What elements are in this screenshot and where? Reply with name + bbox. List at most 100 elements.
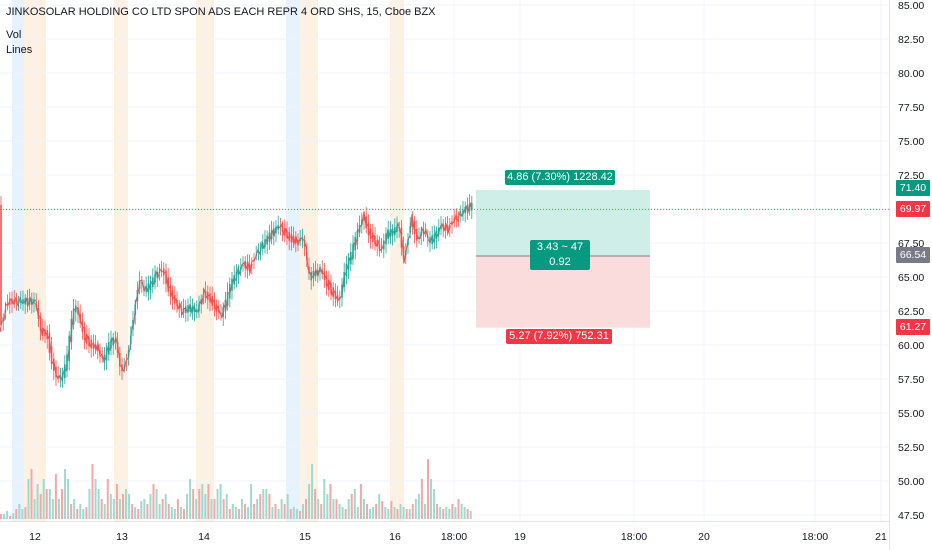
candle-body <box>17 301 20 303</box>
volume-bar <box>88 489 91 519</box>
volume-bar <box>64 469 67 519</box>
candle-body <box>61 373 64 379</box>
candle-body <box>336 295 339 302</box>
session-shading <box>286 0 300 521</box>
candle-body <box>268 232 271 242</box>
volume-bar <box>201 484 204 519</box>
volume-bar <box>27 479 30 519</box>
candle-body <box>363 217 365 221</box>
candle-body <box>275 226 277 234</box>
candle-body <box>31 298 33 305</box>
y-tick-label: 55.00 <box>898 408 924 420</box>
volume-bar <box>15 509 18 519</box>
candle-body <box>182 308 185 313</box>
candle-body <box>429 237 431 243</box>
volume-bar <box>231 504 234 519</box>
volume-indicator-label[interactable]: Vol <box>6 29 22 41</box>
volume-bar <box>326 494 329 519</box>
candle-body <box>11 298 13 305</box>
candle-body <box>149 280 152 290</box>
candle-body <box>347 257 350 270</box>
candle-body <box>328 279 330 291</box>
volume-bar <box>384 507 387 519</box>
volume-bar <box>91 464 94 519</box>
x-tick-label: 18:00 <box>802 531 828 543</box>
stop-price-tag: 61.27 <box>896 319 930 335</box>
volume-bar <box>228 509 231 519</box>
candle-body <box>339 297 341 300</box>
candle-body <box>367 222 370 236</box>
candle-body <box>57 375 59 379</box>
volume-bar <box>353 489 356 519</box>
volume-bar <box>362 499 365 519</box>
volume-bar <box>106 479 109 519</box>
y-tick-label: 85.00 <box>898 0 924 12</box>
candle-body <box>178 304 180 309</box>
candle-body <box>132 319 134 330</box>
volume-bar <box>18 504 21 519</box>
candle-body <box>48 332 51 353</box>
volume-bar <box>109 494 112 519</box>
volume-bar <box>30 469 33 519</box>
volume-bar <box>274 504 277 519</box>
volume-bar <box>375 504 378 519</box>
candle-body <box>356 230 359 242</box>
volume-bar <box>122 494 124 519</box>
candle-body <box>292 236 295 244</box>
volume-bar <box>100 499 103 519</box>
volume-bar <box>338 504 341 519</box>
candle-body <box>444 224 447 231</box>
y-tick-label: 50.00 <box>898 476 924 488</box>
volume-bar <box>301 504 304 519</box>
candle-body <box>361 219 363 225</box>
volume-bar <box>161 499 164 519</box>
lines-indicator-label[interactable]: Lines <box>6 44 33 56</box>
candle-body <box>290 234 293 243</box>
candle-body <box>108 341 110 355</box>
candle-body <box>66 354 68 371</box>
candle-body <box>46 329 48 340</box>
candle-body <box>262 243 264 249</box>
candle-body <box>281 226 284 232</box>
volume-bar <box>387 509 390 519</box>
volume-bar <box>48 489 51 519</box>
volume-bar <box>73 499 76 519</box>
volume-bar <box>369 509 372 519</box>
candle-body <box>233 275 235 285</box>
candle-body <box>4 310 7 313</box>
candle-body <box>121 364 123 372</box>
candle-body <box>9 298 11 305</box>
candle-body <box>187 305 189 313</box>
volume-bar <box>402 507 405 519</box>
volume-bar <box>33 499 36 519</box>
candle-body <box>471 202 473 211</box>
candle-body <box>273 228 275 237</box>
volume-bar <box>280 499 283 519</box>
candle-body <box>310 272 312 281</box>
candle-body <box>374 236 376 245</box>
candle-body <box>306 251 308 261</box>
volume-bar <box>469 511 472 519</box>
candle-body <box>180 309 183 311</box>
candle-body <box>446 225 449 232</box>
volume-bar <box>240 499 243 519</box>
volume-bar <box>277 509 280 519</box>
volume-bar <box>189 479 192 519</box>
candle-body <box>88 336 90 347</box>
candle-body <box>169 284 172 297</box>
last-price-tag: 69.97 <box>896 201 930 217</box>
y-tick-label: 57.50 <box>898 374 924 386</box>
volume-bar <box>414 499 417 519</box>
candle-body <box>279 225 282 228</box>
candle-body <box>389 229 392 237</box>
x-tick-label: 20 <box>698 531 710 543</box>
candle-body <box>312 270 315 279</box>
candle-body <box>154 274 156 283</box>
candle-body <box>145 286 147 292</box>
candle-body <box>409 226 411 233</box>
volume-bar <box>283 504 286 519</box>
x-tick-label: 19 <box>514 531 526 543</box>
candle-body <box>402 246 405 259</box>
x-tick-label: 14 <box>198 531 210 543</box>
